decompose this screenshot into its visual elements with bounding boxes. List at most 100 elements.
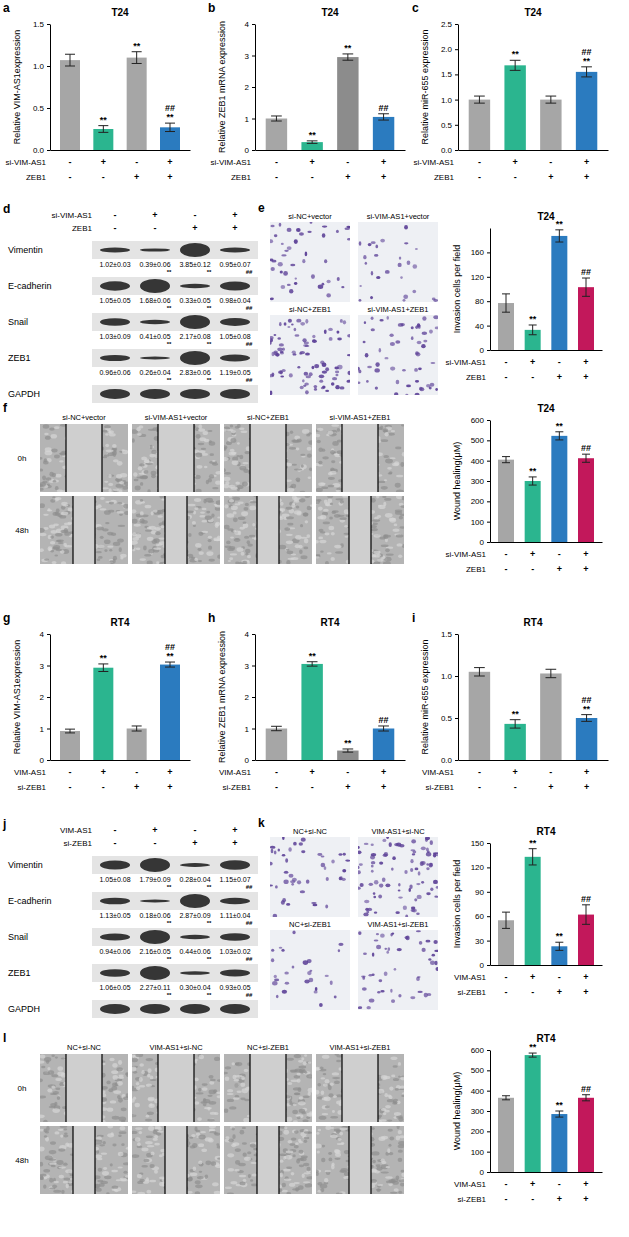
condition-sign: -	[114, 223, 117, 233]
cell-texture	[118, 525, 125, 527]
cell-texture	[149, 454, 155, 458]
condition-label: si-ZEB1	[458, 988, 487, 997]
band	[220, 354, 250, 361]
cell-texture	[395, 447, 401, 450]
bar	[93, 668, 113, 760]
band	[100, 355, 130, 361]
condition-sign: -	[505, 372, 508, 382]
cell-texture	[332, 510, 339, 513]
cell-texture	[389, 518, 396, 523]
cell-texture	[215, 522, 220, 526]
tick-label: 200	[471, 497, 485, 506]
cell-texture	[400, 514, 404, 516]
y-axis-title: Relative VIM-AS1expression	[12, 640, 22, 755]
cell-dot	[416, 352, 421, 356]
tick-label: 0.0	[441, 146, 453, 155]
cell-texture	[52, 496, 55, 498]
tick-label: 30	[475, 937, 484, 946]
wound-image	[224, 496, 312, 564]
y-tick: 400	[471, 1087, 490, 1096]
error-bar	[582, 454, 590, 462]
cell-texture	[112, 444, 117, 448]
wound-edge	[186, 496, 187, 564]
cell-texture	[113, 556, 117, 561]
cell-texture	[116, 484, 124, 488]
condition-sign: -	[505, 1194, 508, 1204]
cell-texture	[299, 498, 305, 502]
bar-chart: T24Relative miR-655 expression0.00.51.01…	[414, 7, 609, 182]
condition-label: VIM-AS1	[219, 768, 252, 777]
image-label: si-NC+ZEB1	[247, 413, 289, 422]
panel-label: e	[258, 201, 265, 215]
cell-texture	[299, 550, 303, 555]
loading-band	[220, 389, 250, 399]
condition-sign: +	[583, 1194, 588, 1204]
significance: **	[207, 956, 212, 962]
significance: **	[529, 838, 537, 848]
error-bar	[555, 230, 563, 242]
protein-label: Snail	[8, 317, 28, 327]
wound-gap	[158, 424, 194, 492]
cell-dot	[375, 386, 378, 389]
protein-label: Snail	[8, 932, 28, 942]
band-value: 0.98±0.04	[219, 297, 250, 304]
error-bar	[132, 52, 142, 64]
tick-mark	[487, 892, 490, 893]
y-axis: 0100200300400500600	[471, 416, 491, 547]
cell-dot	[415, 393, 420, 395]
x-axis-line	[491, 350, 603, 351]
band-value: 1.06±0.05	[99, 984, 130, 991]
band-value: 3.85±0.12	[179, 261, 210, 268]
significance: **	[167, 992, 172, 998]
tick-mark	[252, 666, 255, 667]
cell-dot	[304, 342, 309, 345]
tick-mark	[487, 440, 490, 441]
cell-dot	[332, 377, 337, 380]
cell-texture	[245, 549, 250, 553]
condition-sign: -	[531, 564, 534, 574]
protein-label: Vimentin	[8, 860, 43, 870]
cell-texture	[145, 530, 152, 532]
cell-texture	[65, 545, 72, 548]
cell-texture	[373, 553, 381, 558]
wound-image	[40, 496, 128, 564]
cell-dot	[390, 342, 395, 346]
cell-dot	[419, 387, 424, 391]
band	[220, 933, 250, 941]
cell-texture	[226, 540, 230, 544]
cell-texture	[377, 515, 381, 518]
cell-texture	[386, 554, 394, 556]
cell-texture	[286, 560, 290, 564]
cell-dot	[398, 323, 404, 327]
cell-texture	[110, 560, 114, 562]
cell-texture	[118, 502, 125, 505]
cell-texture	[52, 547, 59, 550]
cell-dot	[305, 319, 308, 324]
significance: **	[583, 56, 591, 66]
cell-dot	[271, 267, 275, 271]
panel-label: a	[3, 1, 10, 15]
cell-texture	[113, 453, 116, 457]
tick-mark	[47, 666, 50, 667]
protein-label: Vimentin	[8, 245, 43, 255]
bar-chart: RT4Relative miR-655 expression0.00.51.01…	[420, 617, 609, 792]
y-axis-line	[50, 25, 51, 151]
error-bar	[307, 662, 318, 666]
cell-texture	[331, 424, 339, 426]
condition-label: VIM-AS1	[14, 768, 47, 777]
wound-image	[132, 496, 220, 564]
cell-dot	[389, 334, 393, 337]
cell-dot	[405, 394, 408, 395]
y-tick: 400	[471, 457, 490, 466]
cell-dot	[422, 316, 426, 321]
cell-dot	[347, 354, 350, 356]
y-tick: 0.0	[441, 756, 458, 765]
tick-label: 0	[245, 756, 250, 765]
cell-texture	[331, 532, 335, 536]
cell-texture	[148, 549, 154, 553]
cell-dot	[311, 366, 314, 370]
cell-texture	[132, 509, 136, 513]
cell-texture	[324, 533, 329, 536]
cell-texture	[393, 528, 400, 531]
chart-title: T24	[524, 7, 542, 18]
